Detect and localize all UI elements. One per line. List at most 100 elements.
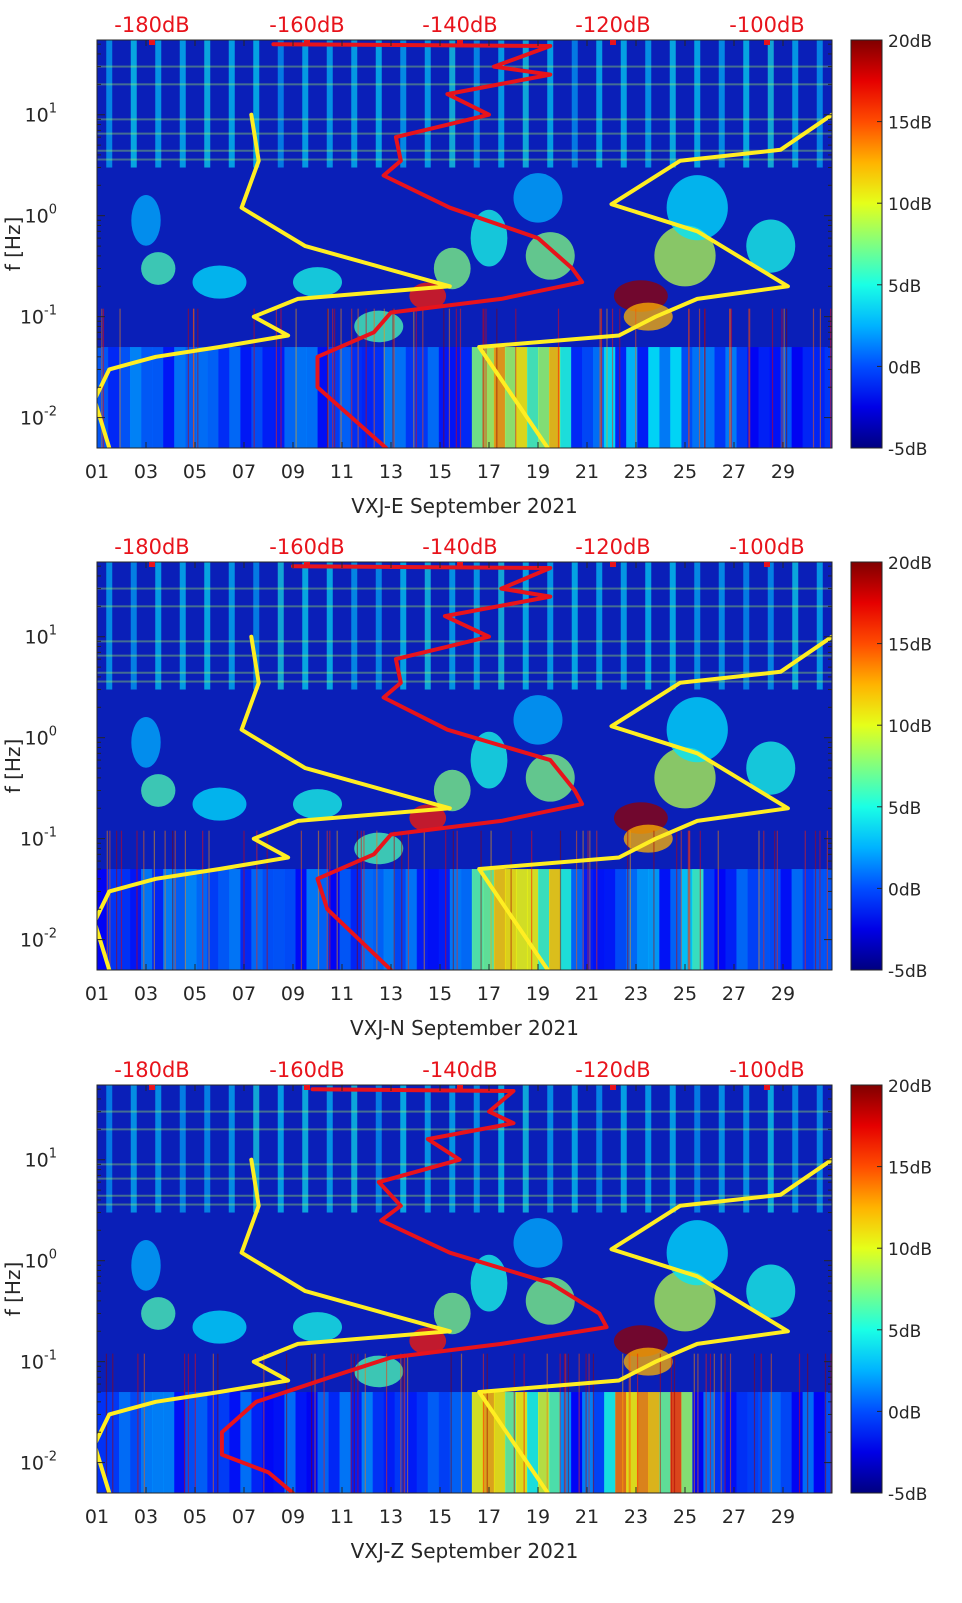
colorbar: 20dB 15dB 10dB 5dB 0dB -5dB — [850, 554, 932, 982]
colorbar-tick-label: 15dB — [888, 636, 932, 656]
x-tick-label: 11 — [330, 1506, 354, 1528]
top-axis-tick-mark — [149, 1085, 155, 1090]
colorbar-tick-label: 10dB — [888, 195, 932, 215]
series-line-3 — [219, 1087, 609, 1493]
colorbar-gradient — [850, 1084, 883, 1494]
top-axis-tick-mark — [304, 1085, 310, 1090]
series-line-2 — [477, 1157, 832, 1493]
x-tick-label: 13 — [379, 461, 403, 483]
x-tick-label: 03 — [134, 983, 158, 1005]
colorbar-gradient — [850, 561, 883, 971]
top-axis-label: -120dB — [575, 1058, 650, 1082]
panel-2: 01 03 05 07 09 11 13 15 17 19 21 23 25 27 29 VXJ-N Sept… — [1, 535, 932, 1040]
x-tick-label: 03 — [134, 1506, 158, 1528]
x-tick-label: 07 — [232, 983, 256, 1005]
x-tick-label: 21 — [575, 983, 599, 1005]
colorbar-tick-label: 20dB — [888, 554, 932, 574]
top-axis-label: -140dB — [422, 13, 497, 37]
y-tick-label: 101 — [25, 624, 57, 649]
x-tick-label: 11 — [330, 983, 354, 1005]
top-axis-label: -180dB — [114, 1058, 189, 1082]
colorbar-tick-label: 0dB — [888, 880, 921, 900]
top-axis-label: -100dB — [729, 1058, 804, 1082]
x-tick-label: 19 — [526, 1506, 550, 1528]
top-axis-tick-mark — [457, 1085, 463, 1090]
plot-frame — [96, 561, 833, 971]
colorbar-tick-label: 5dB — [888, 799, 921, 819]
colorbar-tick-label: -5dB — [888, 440, 927, 460]
spectrogram-heatmap — [97, 40, 832, 448]
colorbar-tick-label: 10dB — [888, 717, 932, 737]
x-tick-label: 27 — [722, 1506, 746, 1528]
colorbar-tick-label: -5dB — [888, 1485, 927, 1505]
top-axis-tick-mark — [457, 40, 463, 45]
top-axis-label: -120dB — [575, 13, 650, 37]
series-line-2 — [477, 634, 832, 970]
x-tick-label: 19 — [526, 461, 550, 483]
x-tick-label: 11 — [330, 461, 354, 483]
x-tick-label: 23 — [624, 983, 648, 1005]
series-line-1 — [97, 634, 452, 970]
x-tick-label: 01 — [85, 983, 109, 1005]
x-tick-label: 13 — [379, 1506, 403, 1528]
x-tick-label: 13 — [379, 983, 403, 1005]
x-tick-label: 23 — [624, 1506, 648, 1528]
colorbar: 20dB 15dB 10dB 5dB 0dB -5dB — [850, 32, 932, 460]
x-tick-label: 07 — [232, 461, 256, 483]
x-tick-label: 23 — [624, 461, 648, 483]
colorbar-tick-label: 10dB — [888, 1240, 932, 1260]
x-tick-label: 17 — [477, 461, 501, 483]
top-axis-tick-mark — [610, 1085, 616, 1090]
x-tick-label: 01 — [85, 461, 109, 483]
colorbar-tick-label: 5dB — [888, 277, 921, 297]
colorbar: 20dB 15dB 10dB 5dB 0dB -5dB — [850, 1077, 932, 1505]
colorbar-tick-label: 15dB — [888, 114, 932, 134]
top-axis-tick-mark — [149, 40, 155, 45]
x-tick-label: 29 — [771, 1506, 795, 1528]
x-tick-label: 25 — [673, 461, 697, 483]
top-axis-label: -180dB — [114, 535, 189, 559]
colorbar-tick-label: 0dB — [888, 358, 921, 378]
top-axis-label: -100dB — [729, 535, 804, 559]
y-tick-label: 10-1 — [20, 826, 57, 851]
top-axis-tick-mark — [610, 562, 616, 567]
colorbar-tick-label: 20dB — [888, 32, 932, 52]
x-tick-label: 05 — [183, 983, 207, 1005]
x-axis-label: VXJ-Z September 2021 — [351, 1539, 579, 1563]
x-tick-label: 15 — [428, 1506, 452, 1528]
x-tick-label: 29 — [771, 461, 795, 483]
plot-frame — [96, 1084, 833, 1494]
top-axis-label: -140dB — [422, 535, 497, 559]
top-axis-tick-mark — [764, 1085, 770, 1090]
top-axis-tick-mark — [304, 40, 310, 45]
x-tick-label: 29 — [771, 983, 795, 1005]
x-tick-label: 09 — [281, 1506, 305, 1528]
colorbar-tick-label: 15dB — [888, 1159, 932, 1179]
x-tick-label: 05 — [183, 1506, 207, 1528]
y-tick-label: 101 — [25, 1147, 57, 1172]
colorbar-tick-label: 0dB — [888, 1403, 921, 1423]
colorbar-tick-label: 20dB — [888, 1077, 932, 1097]
y-tick-label: 10-2 — [20, 1450, 57, 1475]
x-tick-label: 25 — [673, 983, 697, 1005]
top-axis-tick-mark — [764, 40, 770, 45]
x-tick-label: 21 — [575, 1506, 599, 1528]
series-line-1 — [97, 112, 452, 448]
top-axis-tick-mark — [457, 562, 463, 567]
panel-3: 01 03 05 07 09 11 13 15 17 19 21 23 25 27 29 VXJ-Z Sept… — [1, 1058, 932, 1563]
x-tick-label: 07 — [232, 1506, 256, 1528]
x-tick-label: 25 — [673, 1506, 697, 1528]
x-tick-label: 21 — [575, 461, 599, 483]
y-tick-label: 10-1 — [20, 304, 57, 329]
x-tick-label: 17 — [477, 983, 501, 1005]
y-axis-label: f [Hz] — [1, 739, 25, 794]
top-axis-label: -160dB — [269, 535, 344, 559]
top-axis-tick-mark — [304, 562, 310, 567]
x-axis-label: VXJ-N September 2021 — [350, 1016, 579, 1040]
top-axis-label: -140dB — [422, 1058, 497, 1082]
series-line-2 — [477, 112, 832, 448]
top-axis-label: -180dB — [114, 13, 189, 37]
x-tick-label: 27 — [722, 983, 746, 1005]
